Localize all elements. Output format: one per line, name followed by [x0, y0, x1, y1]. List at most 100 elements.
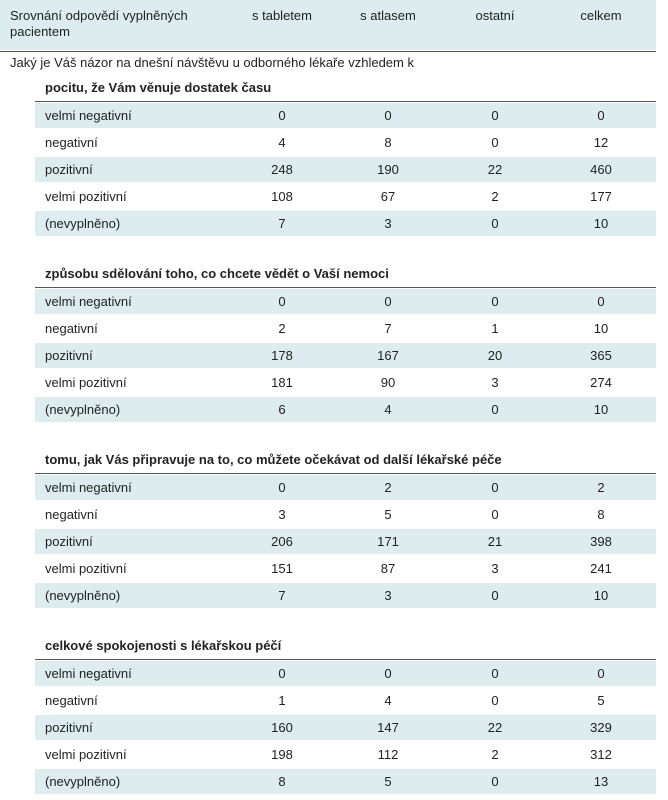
cell-value: 10 — [593, 216, 609, 231]
cell-value: 7 — [278, 216, 286, 231]
column-header: s tabletem — [252, 8, 312, 23]
row-band — [35, 742, 656, 767]
row-label: velmi pozitivní — [45, 189, 127, 204]
cell-value: 329 — [590, 720, 612, 735]
row-band — [35, 583, 656, 608]
cell-value: 3 — [278, 507, 286, 522]
cell-value: 248 — [271, 162, 293, 177]
cell-value: 8 — [384, 135, 392, 150]
cell-value: 190 — [377, 162, 399, 177]
cell-value: 167 — [377, 348, 399, 363]
cell-value: 4 — [278, 135, 286, 150]
row-band — [35, 475, 656, 500]
cell-value: 3 — [491, 561, 499, 576]
cell-value: 0 — [597, 294, 605, 309]
cell-value: 0 — [491, 135, 499, 150]
section-title: způsobu sdělování toho, co chcete vědět … — [45, 266, 389, 281]
cell-value: 0 — [491, 666, 499, 681]
row-label: pozitivní — [45, 534, 93, 549]
cell-value: 90 — [380, 375, 396, 390]
cell-value: 181 — [271, 375, 293, 390]
section-rule — [35, 287, 656, 288]
cell-value: 0 — [491, 774, 499, 789]
cell-value: 1 — [491, 321, 499, 336]
column-header: ostatní — [475, 8, 515, 23]
cell-value: 67 — [380, 189, 396, 204]
row-band — [35, 715, 656, 740]
cell-value: 112 — [377, 747, 399, 762]
row-label: negativní — [45, 507, 98, 522]
column-header: s atlasem — [360, 8, 416, 23]
cell-value: 7 — [384, 321, 392, 336]
cell-value: 460 — [590, 162, 612, 177]
row-label: (nevyplněno) — [45, 774, 121, 789]
row-label: negativní — [45, 135, 98, 150]
cell-value: 2 — [491, 189, 499, 204]
cell-value: 0 — [597, 108, 605, 123]
cell-value: 0 — [278, 108, 286, 123]
row-band — [35, 184, 656, 209]
row-band — [35, 343, 656, 368]
row-label: velmi negativní — [45, 666, 132, 681]
cell-value: 241 — [590, 561, 612, 576]
section-title: pocitu, že Vám věnuje dostatek času — [45, 80, 272, 95]
cell-value: 8 — [597, 507, 605, 522]
cell-value: 0 — [384, 294, 392, 309]
cell-value: 0 — [278, 294, 286, 309]
cell-value: 2 — [384, 480, 392, 495]
cell-value: 0 — [278, 480, 286, 495]
cell-value: 2 — [597, 480, 605, 495]
cell-value: 8 — [278, 774, 286, 789]
cell-value: 10 — [593, 402, 609, 417]
cell-value: 4 — [384, 693, 392, 708]
cell-value: 0 — [278, 666, 286, 681]
cell-value: 13 — [593, 774, 609, 789]
cell-value: 6 — [278, 402, 286, 417]
column-header: celkem — [580, 8, 622, 23]
cell-value: 198 — [271, 747, 293, 762]
row-label: (nevyplněno) — [45, 402, 121, 417]
cell-value: 87 — [380, 561, 396, 576]
cell-value: 10 — [593, 588, 609, 603]
cell-value: 312 — [590, 747, 612, 762]
header-rule — [0, 51, 656, 52]
row-band — [35, 661, 656, 686]
cell-value: 151 — [271, 561, 293, 576]
row-band — [35, 157, 656, 182]
row-label: pozitivní — [45, 162, 93, 177]
section-title: celkové spokojenosti s lékařskou péčí — [45, 638, 282, 653]
cell-value: 0 — [491, 402, 499, 417]
row-label: velmi negativní — [45, 480, 132, 495]
cell-value: 0 — [491, 294, 499, 309]
cell-value: 5 — [384, 507, 392, 522]
section-rule — [35, 659, 656, 660]
cell-value: 0 — [491, 588, 499, 603]
row-label: velmi pozitivní — [45, 375, 127, 390]
cell-value: 206 — [271, 534, 293, 549]
row-band — [35, 289, 656, 314]
cell-value: 21 — [487, 534, 503, 549]
section-rule — [35, 101, 656, 102]
row-label: (nevyplněno) — [45, 216, 121, 231]
cell-value: 108 — [271, 189, 293, 204]
cell-value: 3 — [384, 216, 392, 231]
section-rule — [35, 473, 656, 474]
row-band — [35, 529, 656, 554]
cell-value: 171 — [377, 534, 399, 549]
cell-value: 3 — [384, 588, 392, 603]
header-band — [0, 0, 656, 50]
cell-value: 178 — [271, 348, 293, 363]
row-label: velmi pozitivní — [45, 561, 127, 576]
row-label: pozitivní — [45, 348, 93, 363]
row-band — [35, 688, 656, 713]
cell-value: 0 — [491, 507, 499, 522]
cell-value: 0 — [491, 108, 499, 123]
cell-value: 22 — [487, 720, 503, 735]
row-label: negativní — [45, 693, 98, 708]
cell-value: 274 — [590, 375, 612, 390]
cell-value: 0 — [384, 108, 392, 123]
row-band — [35, 397, 656, 422]
cell-value: 3 — [491, 375, 499, 390]
row-label: pozitivní — [45, 720, 93, 735]
